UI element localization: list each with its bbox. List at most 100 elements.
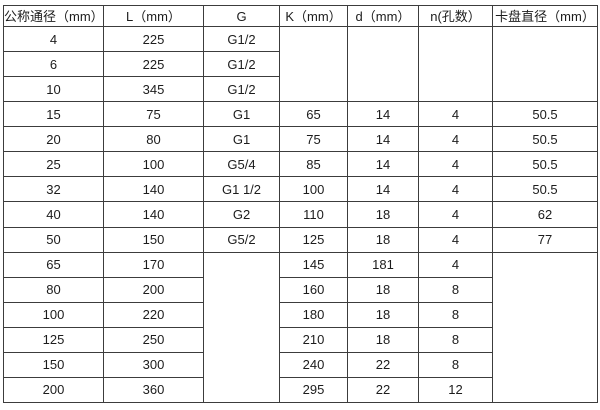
table-cell: 100 (3, 301, 104, 328)
table-cell (347, 25, 419, 103)
table-row: 25 100 G5/4 85 14 4 50.5 (3, 151, 598, 178)
table-cell: 18 (347, 201, 419, 228)
table-cell: 18 (347, 226, 419, 253)
table-cell: G5/4 (203, 151, 280, 178)
table-cell: 80 (3, 276, 104, 303)
table-cell: 200 (3, 376, 104, 404)
table-cell (492, 25, 598, 103)
table-cell: 75 (279, 126, 348, 153)
table-row: 32 140 G1 1/2 100 14 4 50.5 (3, 176, 598, 203)
table-cell: 150 (3, 351, 104, 378)
table-cell: 200 (103, 276, 204, 303)
table-cell: 240 (279, 351, 348, 378)
table-cell: 295 (279, 376, 348, 404)
header-row: 公称通径（mm） L（mm） G K（mm） d（mm） n(孔数） 卡盘直径（mm） (3, 5, 598, 27)
table-header: 公称通径（mm） L（mm） G K（mm） d（mm） n(孔数） 卡盘直径（mm） (3, 5, 598, 27)
table-cell: 225 (103, 51, 204, 78)
table-cell: G1/2 (203, 51, 280, 78)
table-cell: 18 (347, 301, 419, 328)
column-header: n(孔数） (418, 5, 493, 27)
table-cell: 22 (347, 376, 419, 404)
table-cell: 110 (279, 201, 348, 228)
table-cell: 50 (3, 226, 104, 253)
table-cell: 140 (103, 176, 204, 203)
table-cell: 210 (279, 326, 348, 353)
table-cell: 65 (279, 101, 348, 128)
table-cell: 8 (418, 351, 493, 378)
table-cell: 77 (492, 226, 598, 253)
table-cell: 160 (279, 276, 348, 303)
table-cell: 4 (418, 101, 493, 128)
table-cell: 4 (418, 201, 493, 228)
table-cell: G1 (203, 126, 280, 153)
table-cell: 10 (3, 76, 104, 103)
table-cell (418, 25, 493, 103)
table-cell: 300 (103, 351, 204, 378)
table-cell: 225 (103, 25, 204, 53)
table-cell: 180 (279, 301, 348, 328)
table-cell: 15 (3, 101, 104, 128)
column-header: 公称通径（mm） (3, 5, 104, 27)
table-cell: 80 (103, 126, 204, 153)
table-cell: 345 (103, 76, 204, 103)
table-cell: 14 (347, 126, 419, 153)
table-cell: 100 (279, 176, 348, 203)
table-cell: 220 (103, 301, 204, 328)
table-cell: 6 (3, 51, 104, 78)
column-header: L（mm） (103, 5, 204, 27)
table-cell: 14 (347, 176, 419, 203)
table-cell (492, 251, 598, 404)
table-cell: 12 (418, 376, 493, 404)
table-cell: 8 (418, 276, 493, 303)
table-cell: 125 (3, 326, 104, 353)
table-cell: 100 (103, 151, 204, 178)
table-row: 65 170 145 181 4 (3, 251, 598, 404)
column-header: 卡盘直径（mm） (492, 5, 598, 27)
table-cell: 4 (418, 226, 493, 253)
table-cell: 4 (418, 176, 493, 203)
table-cell: 50.5 (492, 176, 598, 203)
table-cell: 85 (279, 151, 348, 178)
table-cell: 62 (492, 201, 598, 228)
table-row: 80 200 160 18 8 (3, 276, 598, 303)
table-row: 40 140 G2 110 18 4 62 (3, 201, 598, 228)
table-cell: G1/2 (203, 25, 280, 53)
table-cell: 4 (418, 151, 493, 178)
column-header: d（mm） (347, 5, 419, 27)
table-cell: 8 (418, 301, 493, 328)
table-cell: 150 (103, 226, 204, 253)
table-row: 150 300 240 22 8 (3, 351, 598, 378)
table-cell: 14 (347, 101, 419, 128)
table-cell: 250 (103, 326, 204, 353)
table-row: 15 75 G1 65 14 4 50.5 (3, 101, 598, 128)
table-cell: G1/2 (203, 76, 280, 103)
table-body: 4 225 G1/2 6 225 G1/2 10 345 G1/2 15 75 G1 65 14 4 50.5… (3, 25, 598, 404)
table-cell: 145 (279, 251, 348, 278)
table-cell: G2 (203, 201, 280, 228)
table-cell: 75 (103, 101, 204, 128)
table-cell: G1 (203, 101, 280, 128)
table-cell: 170 (103, 251, 204, 278)
table-cell: 4 (418, 126, 493, 153)
table-cell: 40 (3, 201, 104, 228)
table-row: 20 80 G1 75 14 4 50.5 (3, 126, 598, 153)
table-cell: 32 (3, 176, 104, 203)
column-header: G (203, 5, 280, 27)
table-cell: 360 (103, 376, 204, 404)
table-cell: 181 (347, 251, 419, 278)
table-cell: 4 (418, 251, 493, 278)
table-row: 125 250 210 18 8 (3, 326, 598, 353)
table-row: 6 225 G1/2 (3, 51, 598, 78)
table-cell: G1 1/2 (203, 176, 280, 203)
table-cell: G5/2 (203, 226, 280, 253)
table-cell: 65 (3, 251, 104, 278)
table-cell: 22 (347, 351, 419, 378)
table-cell: 18 (347, 276, 419, 303)
table-cell: 18 (347, 326, 419, 353)
table-cell: 50.5 (492, 126, 598, 153)
table-row: 4 225 G1/2 (3, 25, 598, 103)
table-cell: 50.5 (492, 151, 598, 178)
table-cell (203, 251, 280, 404)
